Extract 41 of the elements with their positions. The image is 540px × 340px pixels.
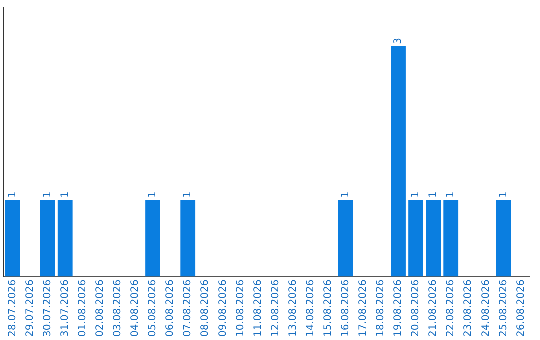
x-tick-label: 16.08.2026: [340, 280, 352, 338]
x-tick-label: 22.08.2026: [446, 280, 457, 338]
x-tick-label: 13.08.2026: [288, 280, 299, 338]
x-tick-label: 14.08.2026: [305, 280, 316, 338]
data-label: 1: [148, 192, 159, 198]
x-tick-label: 29.07.2026: [24, 280, 36, 338]
x-tick-label: 24.08.2026: [480, 280, 492, 338]
x-tick-label: 08.08.2026: [200, 280, 212, 338]
x-tick-label: 20.08.2026: [410, 280, 422, 338]
x-tick-label: 06.08.2026: [165, 280, 176, 338]
x-tick-label: 11.08.2026: [252, 280, 264, 338]
x-tick-label: 15.08.2026: [322, 280, 334, 338]
data-label: 1: [428, 192, 440, 198]
data-label: 1: [42, 192, 54, 198]
x-tick-label: 05.08.2026: [148, 280, 159, 338]
x-tick-label: 17.08.2026: [358, 280, 370, 338]
data-label: 3: [393, 38, 404, 44]
x-tick-label: 01.08.2026: [77, 280, 88, 338]
x-tick-label: 09.08.2026: [218, 280, 229, 338]
x-tick-label: 04.08.2026: [130, 280, 142, 338]
x-tick-label: 10.08.2026: [235, 280, 246, 338]
data-label: 1: [7, 192, 18, 198]
data-label: 1: [446, 192, 457, 198]
x-tick-label: 25.08.2026: [498, 280, 510, 338]
data-label: 1: [182, 192, 194, 198]
x-tick-label: 28.07.2026: [7, 280, 18, 338]
x-tick-label: 21.08.2026: [428, 280, 440, 338]
x-tick-label: 19.08.2026: [393, 280, 404, 338]
data-label: 1: [498, 192, 510, 198]
x-tick-label: 26.08.2026: [516, 280, 527, 338]
data-label: 1: [340, 192, 352, 198]
x-tick-label: 31.07.2026: [60, 280, 71, 338]
x-tick-label: 03.08.2026: [112, 280, 124, 338]
x-tick-label: 02.08.2026: [95, 280, 106, 338]
x-tick-label: 12.08.2026: [270, 280, 282, 338]
x-tick-label: 07.08.2026: [182, 280, 194, 338]
x-tick-label: 18.08.2026: [376, 280, 387, 338]
data-label: 1: [410, 192, 422, 198]
data-label: 1: [60, 192, 71, 198]
x-tick-label: 30.07.2026: [42, 280, 54, 338]
x-tick-label: 23.08.2026: [463, 280, 474, 338]
